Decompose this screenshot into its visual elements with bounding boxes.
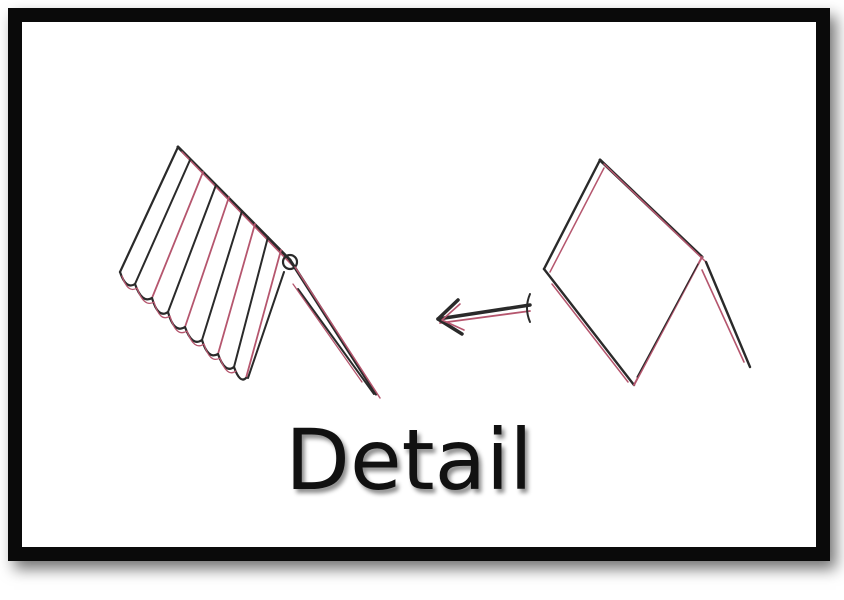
caption-title: Detail [285,411,533,509]
picture-frame: Detail [8,8,830,561]
arrow-left-sketch [436,293,532,336]
sketch-illustration [118,145,752,399]
flat-awning-sketch [542,158,752,387]
pleated-awning-sketch [118,145,381,399]
